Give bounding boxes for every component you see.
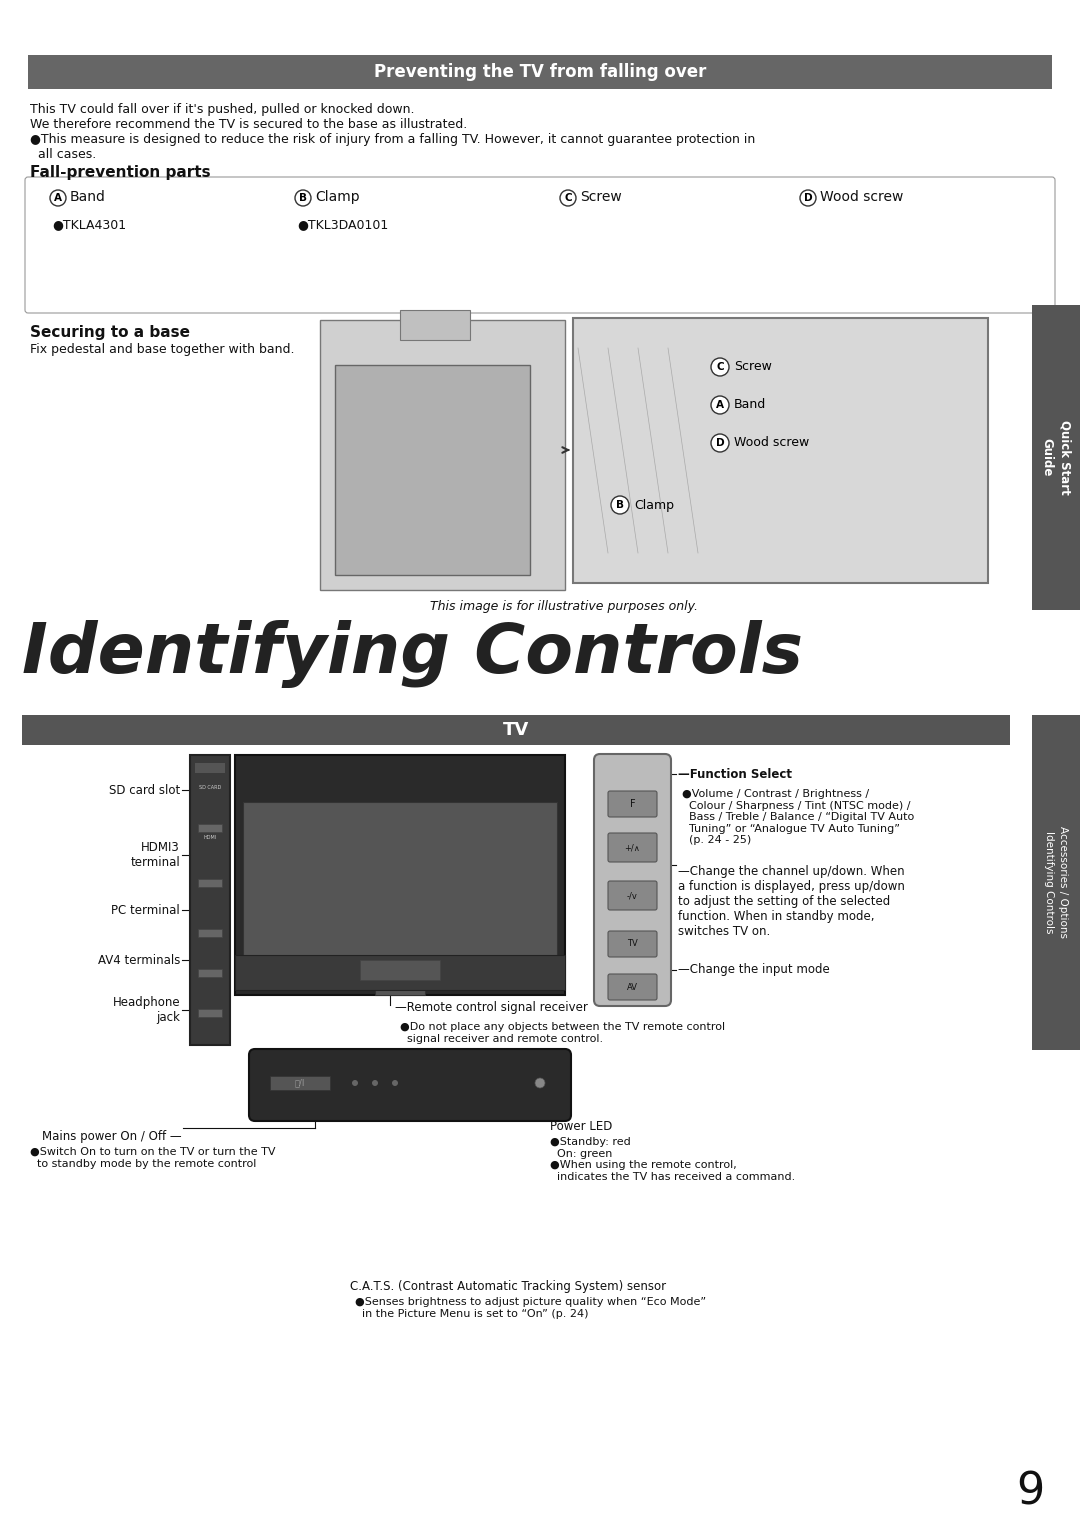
Text: Screw: Screw bbox=[734, 360, 772, 374]
Text: Wood screw: Wood screw bbox=[820, 189, 903, 205]
Text: ⏻/I: ⏻/I bbox=[295, 1078, 306, 1087]
Text: ●Do not place any objects between the TV remote control
  signal receiver and re: ●Do not place any objects between the TV… bbox=[400, 1022, 725, 1043]
Text: Band: Band bbox=[734, 399, 766, 411]
Text: ●Senses brightness to adjust picture quality when “Eco Mode”
  in the Picture Me: ●Senses brightness to adjust picture qua… bbox=[355, 1296, 706, 1319]
Circle shape bbox=[295, 189, 311, 206]
Text: This TV could fall over if it's pushed, pulled or knocked down.: This TV could fall over if it's pushed, … bbox=[30, 102, 415, 116]
Text: HDMI3
terminal: HDMI3 terminal bbox=[131, 841, 180, 869]
Text: Preventing the TV from falling over: Preventing the TV from falling over bbox=[374, 63, 706, 81]
Text: We therefore recommend the TV is secured to the base as illustrated.: We therefore recommend the TV is secured… bbox=[30, 118, 468, 131]
Bar bbox=[573, 318, 988, 583]
Text: This image is for illustrative purposes only.: This image is for illustrative purposes … bbox=[430, 600, 698, 612]
Text: F: F bbox=[630, 799, 635, 809]
Text: —Function Select: —Function Select bbox=[678, 768, 792, 780]
Circle shape bbox=[50, 189, 66, 206]
Circle shape bbox=[352, 1080, 357, 1086]
Text: ●Standby: red
  On: green
●When using the remote control,
  indicates the TV has: ●Standby: red On: green ●When using the … bbox=[550, 1138, 795, 1182]
FancyBboxPatch shape bbox=[608, 834, 657, 863]
Text: Mains power On / Off —: Mains power On / Off — bbox=[42, 1130, 183, 1144]
Text: +/∧: +/∧ bbox=[624, 843, 640, 852]
Text: Accessories / Options
Identifying Controls: Accessories / Options Identifying Contro… bbox=[1044, 826, 1068, 939]
Text: Fall-prevention parts: Fall-prevention parts bbox=[30, 165, 211, 180]
FancyBboxPatch shape bbox=[25, 177, 1055, 313]
Text: TV: TV bbox=[503, 721, 529, 739]
Bar bbox=[190, 754, 230, 1044]
Text: PC terminal: PC terminal bbox=[111, 904, 180, 916]
Bar bbox=[198, 928, 222, 938]
Text: Clamp: Clamp bbox=[634, 498, 674, 512]
Bar bbox=[195, 764, 225, 773]
Text: Fix pedestal and base together with band.: Fix pedestal and base together with band… bbox=[30, 344, 295, 356]
Text: Quick Start
Guide: Quick Start Guide bbox=[1040, 420, 1071, 495]
Bar bbox=[198, 1009, 222, 1017]
FancyBboxPatch shape bbox=[249, 1049, 571, 1121]
Text: AV: AV bbox=[627, 982, 638, 991]
Bar bbox=[375, 976, 426, 996]
Circle shape bbox=[561, 189, 576, 206]
FancyBboxPatch shape bbox=[594, 754, 671, 1006]
Text: Screw: Screw bbox=[580, 189, 622, 205]
Bar bbox=[235, 754, 565, 996]
Bar bbox=[235, 954, 565, 989]
Bar bbox=[198, 880, 222, 887]
Circle shape bbox=[392, 1080, 399, 1086]
Text: A: A bbox=[54, 192, 62, 203]
Circle shape bbox=[711, 357, 729, 376]
Text: D: D bbox=[804, 192, 812, 203]
Text: 9: 9 bbox=[1016, 1471, 1044, 1513]
Bar bbox=[1032, 715, 1080, 1051]
Bar bbox=[198, 825, 222, 832]
FancyBboxPatch shape bbox=[608, 974, 657, 1000]
Text: all cases.: all cases. bbox=[30, 148, 96, 160]
Text: AV4 terminals: AV4 terminals bbox=[97, 953, 180, 967]
Text: ●TKL3DA0101: ●TKL3DA0101 bbox=[297, 218, 388, 231]
Text: HDMI: HDMI bbox=[203, 835, 217, 840]
Bar bbox=[360, 960, 440, 980]
Bar bbox=[320, 321, 565, 589]
Text: Wood screw: Wood screw bbox=[734, 437, 809, 449]
Text: Headphone
jack: Headphone jack bbox=[112, 996, 180, 1025]
Bar bbox=[400, 310, 470, 341]
Circle shape bbox=[611, 496, 629, 515]
Text: Identifying Controls: Identifying Controls bbox=[22, 620, 804, 689]
Text: C: C bbox=[564, 192, 571, 203]
Text: ●Switch On to turn on the TV or turn the TV
  to standby mode by the remote cont: ●Switch On to turn on the TV or turn the… bbox=[30, 1147, 275, 1168]
Circle shape bbox=[711, 395, 729, 414]
Circle shape bbox=[711, 434, 729, 452]
Text: C.A.T.S. (Contrast Automatic Tracking System) sensor: C.A.T.S. (Contrast Automatic Tracking Sy… bbox=[350, 1280, 666, 1293]
Bar bbox=[335, 365, 530, 576]
Circle shape bbox=[535, 1078, 545, 1089]
Text: Band: Band bbox=[70, 189, 106, 205]
Text: ●Volume / Contrast / Brightness /
  Colour / Sharpness / Tint (NTSC mode) /
  Ba: ●Volume / Contrast / Brightness / Colour… bbox=[681, 789, 915, 846]
Text: Clamp: Clamp bbox=[315, 189, 360, 205]
Text: ●This measure is designed to reduce the risk of injury from a falling TV. Howeve: ●This measure is designed to reduce the … bbox=[30, 133, 755, 147]
Text: B: B bbox=[616, 499, 624, 510]
Text: —Change the channel up/down. When
a function is displayed, press up/down
to adju: —Change the channel up/down. When a func… bbox=[678, 864, 905, 938]
FancyBboxPatch shape bbox=[608, 881, 657, 910]
Bar bbox=[243, 802, 557, 986]
FancyBboxPatch shape bbox=[608, 791, 657, 817]
Circle shape bbox=[372, 1080, 378, 1086]
Bar bbox=[28, 55, 1052, 89]
Bar bbox=[22, 715, 1010, 745]
Text: —Remote control signal receiver: —Remote control signal receiver bbox=[395, 1000, 588, 1014]
Bar bbox=[270, 1077, 330, 1090]
Text: —Change the input mode: —Change the input mode bbox=[678, 964, 829, 976]
Text: B: B bbox=[299, 192, 307, 203]
Text: C: C bbox=[716, 362, 724, 373]
Text: -/v: -/v bbox=[627, 892, 638, 901]
Circle shape bbox=[800, 189, 816, 206]
Text: ●TKLA4301: ●TKLA4301 bbox=[52, 218, 126, 231]
Text: A: A bbox=[716, 400, 724, 411]
Text: SD CARD: SD CARD bbox=[199, 785, 221, 789]
Text: Securing to a base: Securing to a base bbox=[30, 325, 190, 341]
Text: D: D bbox=[716, 438, 725, 447]
Bar bbox=[198, 970, 222, 977]
Text: TV: TV bbox=[627, 939, 638, 948]
Text: SD card slot: SD card slot bbox=[109, 783, 180, 797]
Bar bbox=[1032, 305, 1080, 609]
Text: Power LED: Power LED bbox=[550, 1119, 612, 1133]
FancyBboxPatch shape bbox=[608, 931, 657, 957]
